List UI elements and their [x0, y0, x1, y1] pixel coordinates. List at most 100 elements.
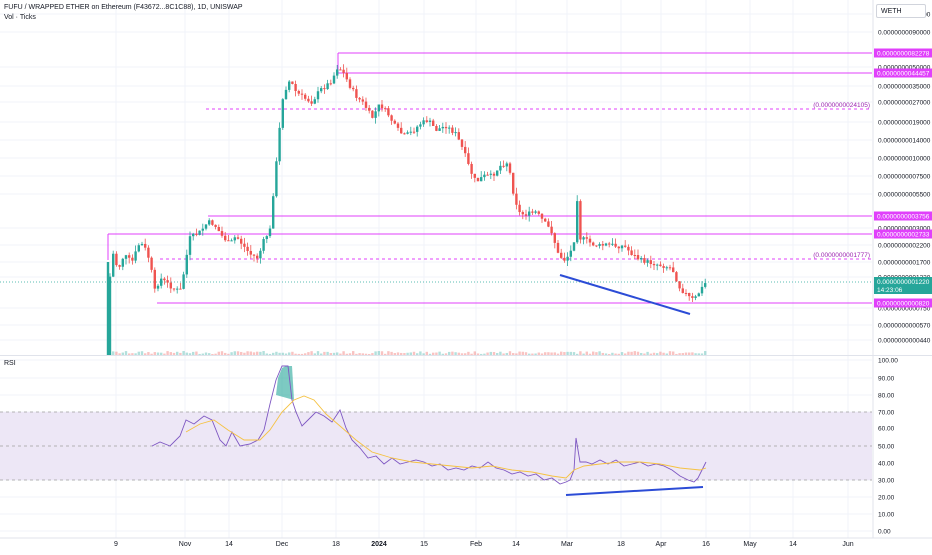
time-axis-label: Nov [179, 541, 192, 548]
currency-selector[interactable]: WETH [876, 4, 926, 18]
volume-bar [396, 352, 400, 355]
volume-bar [486, 352, 489, 355]
price-axis-tick: 0.0000000010000 [878, 156, 931, 163]
candle-body [531, 211, 534, 213]
volume-bar [588, 353, 592, 355]
volume-bar [444, 353, 448, 355]
time-axis-label: 15 [420, 541, 428, 548]
time-axis-label: Apr [656, 541, 668, 548]
price-axis-tick: 0.0000000090000 [878, 30, 931, 37]
volume-bar [508, 351, 512, 355]
symbol-title[interactable]: FUFU / WRAPPED ETHER on Ethereum (F43672… [4, 4, 243, 11]
candle-body [518, 204, 521, 213]
volume-bar [233, 351, 236, 355]
volume-bar [169, 352, 172, 355]
volume-bar [617, 353, 620, 355]
volume-bar [166, 351, 169, 355]
rsi-axis-tick: 10.00 [878, 512, 895, 519]
volume-bar [297, 353, 300, 355]
volume-bar [400, 352, 403, 355]
volume-bar [185, 352, 188, 355]
candle-body [652, 264, 656, 266]
volume-bar [256, 351, 259, 355]
candle-body [137, 245, 140, 252]
volume-bar [521, 351, 524, 355]
volume-bar [649, 353, 652, 355]
volume-bar [156, 352, 160, 355]
volume-bar [665, 353, 668, 355]
volume-bar [227, 353, 230, 355]
rsi-band-layer [0, 411, 872, 481]
candle-body [150, 257, 153, 270]
volume-bar [188, 353, 192, 355]
candle-body [521, 212, 524, 215]
volume-bar [217, 351, 220, 355]
candle-body [371, 110, 374, 118]
volume-bar [566, 351, 569, 355]
candle-body [377, 104, 380, 112]
volume-bar [697, 353, 700, 355]
volume-bar [473, 351, 476, 355]
candle-body [166, 280, 169, 283]
candle-body [307, 98, 310, 102]
candle-body [547, 221, 550, 227]
volume-bar [611, 352, 614, 355]
volume-bar [313, 353, 316, 355]
candle-body [419, 124, 422, 127]
volume-bar [441, 353, 444, 355]
candle-body [438, 128, 441, 131]
volume-bar [608, 353, 611, 355]
candle-body [505, 163, 508, 167]
candle-body [633, 255, 636, 257]
rsi-axis-tick: 40.00 [878, 461, 895, 468]
price-level-label-bg [874, 298, 932, 308]
volume-bar [390, 351, 393, 355]
volume-bar [230, 352, 233, 355]
candle-body [390, 115, 393, 121]
price-axis-tick: 0.0000000005500 [878, 192, 931, 199]
candle-body [384, 108, 387, 110]
candle-body [352, 87, 355, 90]
rsi-lines-layer [151, 365, 707, 485]
candle-body [694, 296, 697, 298]
candle-body [204, 224, 208, 229]
volume-bar [563, 352, 566, 355]
volume-bar [259, 351, 262, 355]
candle-body [636, 255, 640, 260]
volume-bar [630, 351, 633, 355]
volume-bar [339, 353, 342, 355]
candle-body [422, 120, 425, 125]
candle-body [601, 244, 604, 246]
volume-bar [224, 352, 227, 355]
candle-body [160, 278, 163, 286]
volume-bar [252, 352, 256, 355]
candle-body [294, 83, 297, 91]
candle-body [297, 90, 300, 94]
candle-body [220, 231, 224, 236]
volume-bar [620, 352, 624, 355]
candle-body [515, 193, 518, 205]
rsi-axis-tick: 100.00 [878, 358, 898, 365]
volume-bar [681, 353, 684, 355]
price-axis-tick: 0.0000000001700 [878, 260, 931, 267]
candle-body [435, 126, 438, 131]
candle-body [700, 286, 704, 294]
volume-bar [662, 352, 665, 355]
candle-body [336, 69, 339, 76]
candle-body [345, 72, 348, 80]
candle-body [569, 250, 572, 257]
volume-bar [640, 352, 643, 355]
price-axis-tick: 0.0000000003000 [878, 226, 931, 233]
horizontal-lines-layer [0, 52, 872, 304]
volume-bar [448, 351, 451, 355]
current-price-label-bg [874, 277, 932, 294]
volume-bar [704, 351, 707, 355]
volume-bar [352, 351, 355, 355]
candle-body [233, 237, 236, 241]
candle-body [662, 266, 665, 268]
volume-bar [553, 352, 556, 355]
volume-bar [272, 352, 275, 355]
pane-divider[interactable] [0, 355, 932, 356]
